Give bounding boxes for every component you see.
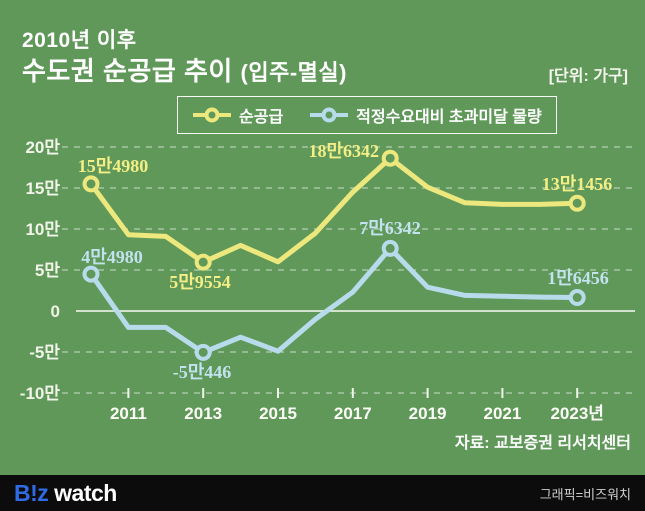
x-axis-label: 2017: [334, 404, 372, 423]
logo-part-watch: watch: [54, 479, 117, 506]
data-point-marker: [82, 265, 100, 283]
data-point-marker: [568, 194, 586, 212]
data-point-label: 15만4980: [78, 156, 149, 176]
x-axis-label: 2023년: [550, 404, 603, 423]
y-axis-label: 10만: [25, 220, 60, 239]
data-point-label: 5만9554: [169, 272, 231, 292]
y-axis-label: 5만: [35, 261, 60, 280]
x-axis-label: 2021: [483, 404, 521, 423]
data-point-marker: [82, 175, 100, 193]
y-axis-label: -10만: [20, 384, 61, 403]
x-axis-label: 2013: [184, 404, 222, 423]
data-point-marker: [381, 149, 399, 167]
footer-bar: B!z watch 그래픽=비즈워치: [0, 475, 645, 511]
data-point-label: 13만1456: [542, 174, 613, 194]
x-axis-label: 2015: [259, 404, 297, 423]
page-title-main: 수도권 순공급 추이: [22, 56, 233, 86]
legend: 순공급 적정수요대비 초과미달 물량: [177, 96, 557, 134]
data-point-label: 4만4980: [81, 247, 143, 267]
data-point-marker: [381, 239, 399, 257]
data-point-marker: [194, 343, 212, 361]
page-title-sub: (입주-멸실): [240, 60, 347, 85]
unit-note: [단위: 가구]: [548, 68, 628, 85]
line-marker-icon: [193, 107, 231, 123]
data-point-marker: [194, 253, 212, 271]
line-marker-icon: [310, 107, 349, 123]
graphic-credit: 그래픽=비즈워치: [539, 486, 631, 502]
legend-item-excess-shortfall: 적정수요대비 초과미달 물량: [309, 103, 542, 127]
data-point-marker: [568, 289, 586, 307]
y-axis-label: -5만: [29, 343, 60, 362]
data-point-label: 1만6456: [547, 268, 609, 288]
bizwatch-logo: B!z watch: [14, 480, 117, 507]
title-line1: 2010년 이후: [22, 29, 137, 52]
legend-label: 순공급: [239, 109, 284, 126]
logo-part-biz: B!z: [14, 479, 49, 506]
line-series-net-supply: [88, 155, 580, 265]
line-chart: 20만 15만 10만 5만 0 -5만 -10만 2011 2013 2015 2017 2019 2…: [20, 138, 635, 423]
data-point-label: -5만446: [173, 362, 232, 382]
legend-item-net-supply: 순공급: [192, 103, 283, 127]
data-point-label: 18만6342: [308, 141, 379, 161]
y-axis-label: 15만: [25, 179, 60, 198]
y-axis-label: 0: [51, 302, 60, 321]
data-point-label: 7만6342: [359, 218, 421, 238]
legend-label: 적정수요대비 초과미달 물량: [356, 109, 542, 126]
x-axis-label: 2019: [409, 404, 447, 423]
source-note: 자료: 교보증권 리서치센터: [454, 435, 631, 452]
y-axis-label: 20만: [25, 138, 60, 157]
line-series-excess-shortfall: [88, 245, 580, 355]
x-axis-label: 2011: [110, 404, 147, 423]
page-title: 수도권 순공급 추이 (입주-멸실): [22, 51, 347, 88]
